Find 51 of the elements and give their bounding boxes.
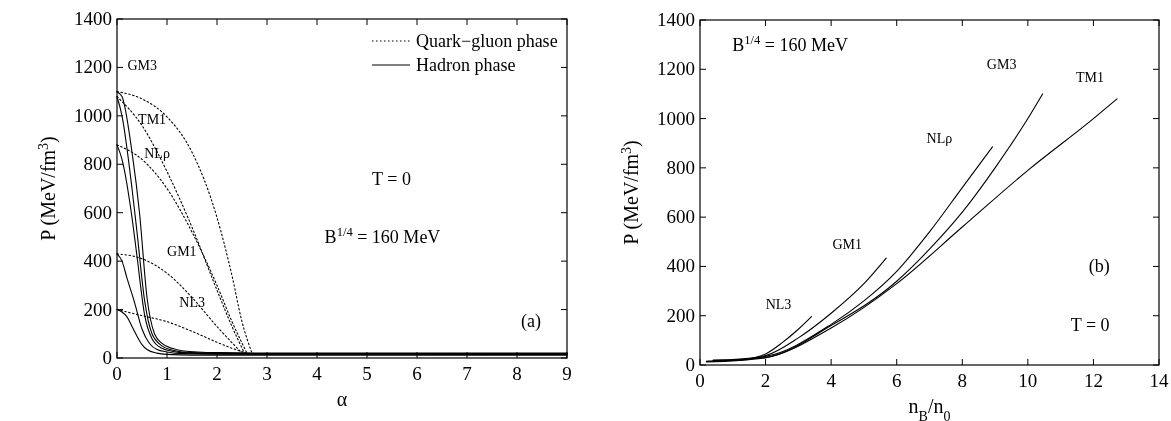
x-tick-label: 4 [312, 363, 323, 384]
x-tick-label: 14 [1149, 370, 1169, 391]
y-tick-label: 600 [666, 206, 695, 228]
annotation: TM1 [138, 112, 167, 128]
y-tick-label: 1200 [657, 58, 695, 80]
y-tick-label: 1200 [74, 56, 112, 78]
x-tick-label: 9 [562, 363, 572, 384]
y-tick-label: 1000 [74, 104, 112, 126]
x-axis-title: α [336, 388, 348, 410]
y-tick-label: 1400 [657, 9, 695, 30]
y-tick-label: 600 [83, 201, 112, 223]
series-label: TM1 [1076, 69, 1105, 85]
y-tick-label: 200 [666, 304, 695, 326]
y-tick-label: 200 [83, 298, 112, 320]
x-tick-label: 3 [262, 363, 272, 384]
x-tick-label: 10 [1018, 370, 1038, 391]
x-tick-label: 8 [512, 363, 522, 384]
text: NLρ [926, 130, 953, 146]
annotation: GM1 [167, 244, 197, 260]
x-tick-label: 8 [957, 370, 968, 391]
annotation: GM3 [127, 57, 157, 73]
x-tick-label: 12 [1083, 370, 1103, 391]
series-label: GM1 [832, 237, 862, 253]
text: GM3 [986, 56, 1017, 72]
x-tick-label: 1 [162, 363, 172, 384]
x-axis-title: n$_{B}$/n$_{0}$ [908, 395, 951, 421]
legend-label: Quark−gluon phase [416, 31, 558, 51]
y-tick-label: 800 [83, 153, 112, 175]
legend-label: Hadron phase [416, 55, 516, 75]
x-tick-label: 2 [760, 370, 771, 391]
y-tick-label: 400 [83, 250, 112, 272]
annotation: T = 0 [1070, 314, 1110, 335]
series-label: NL3 [765, 296, 792, 312]
x-tick-label: 6 [891, 370, 902, 391]
y-tick-label: 1400 [74, 8, 112, 29]
annotation: NLρ [144, 145, 170, 161]
annotation: (b) [1088, 255, 1110, 277]
annotation: B$^{1/4}$ = 160 MeV [324, 224, 441, 247]
annotation: T = 0 [372, 169, 411, 190]
y-tick-label: 400 [666, 255, 695, 277]
annotation: NL3 [179, 295, 205, 311]
annotation: (a) [521, 311, 541, 333]
y-tick-label: 800 [666, 156, 695, 178]
x-tick-label: 4 [826, 370, 837, 391]
annotation: B$^{1/4}$ = 160 MeV [732, 33, 848, 56]
x-tick-label: 2 [212, 363, 222, 384]
x-tick-label: 6 [412, 363, 422, 384]
x-tick-label: 7 [462, 363, 472, 384]
y-tick-label: 1000 [657, 107, 695, 129]
x-tick-label: 5 [362, 363, 372, 384]
y-tick-label: 0 [102, 347, 112, 368]
